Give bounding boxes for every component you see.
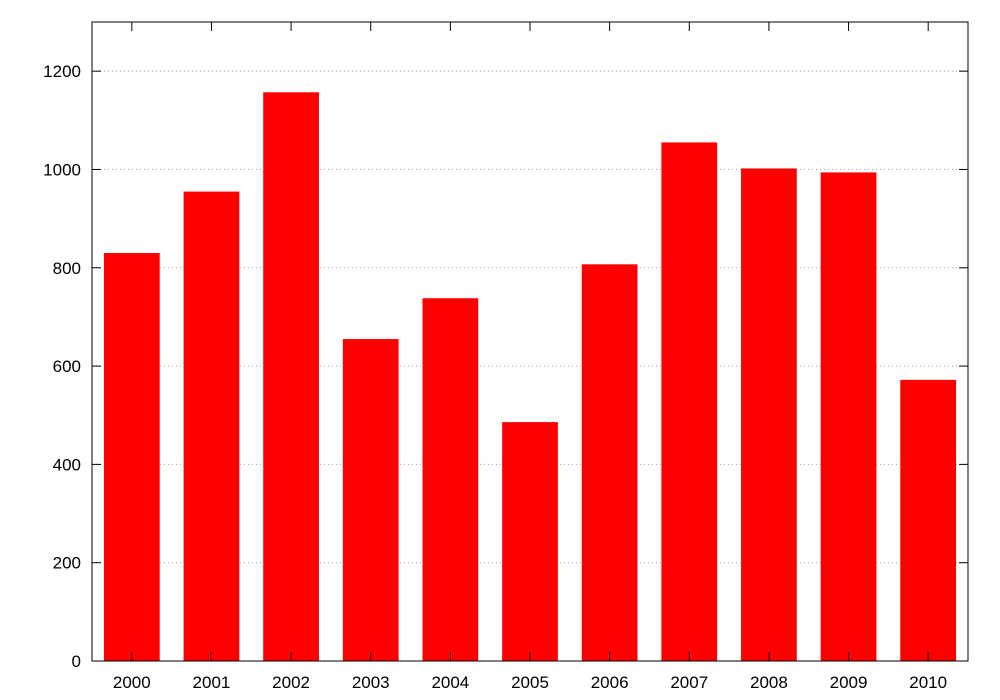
x-tick-label: 2010 <box>909 673 947 692</box>
x-tick-label: 2004 <box>431 673 469 692</box>
bar-2001 <box>183 191 240 662</box>
bar-2006 <box>581 264 638 661</box>
bar-2007 <box>661 142 718 661</box>
x-tick-label: 2007 <box>670 673 708 692</box>
y-tick-label: 0 <box>72 652 81 671</box>
bar-2004 <box>422 298 479 661</box>
y-tick-label: 800 <box>53 259 81 278</box>
axis-ticks <box>92 22 968 662</box>
y-tick-label: 1000 <box>43 160 81 179</box>
bar-2008 <box>741 168 797 661</box>
x-axis-tick-labels: 2000 2001 2002 2003 2004 2005 2006 2007 2008 2009… <box>113 673 947 692</box>
x-tick-label: 2002 <box>272 673 310 692</box>
x-tick-label: 2000 <box>113 673 151 692</box>
y-axis-tick-labels: 0 200 400 600 800 1000 1200 <box>43 62 81 671</box>
bars <box>103 92 957 662</box>
bar-2009 <box>820 172 877 661</box>
y-tick-label: 200 <box>53 554 81 573</box>
bar-2002 <box>263 92 319 662</box>
y-tick-label: 1200 <box>43 62 81 81</box>
bar-2005 <box>502 422 558 661</box>
bar-2000 <box>103 253 160 661</box>
bar-2010 <box>900 379 957 661</box>
x-tick-label: 2006 <box>591 673 629 692</box>
y-tick-label: 600 <box>53 357 81 376</box>
x-tick-label: 2003 <box>352 673 390 692</box>
x-tick-label: 2005 <box>511 673 549 692</box>
x-tick-label: 2001 <box>193 673 231 692</box>
y-tick-label: 400 <box>53 455 81 474</box>
x-tick-label: 2009 <box>830 673 868 692</box>
x-tick-label: 2008 <box>750 673 788 692</box>
bar-2003 <box>342 339 399 661</box>
